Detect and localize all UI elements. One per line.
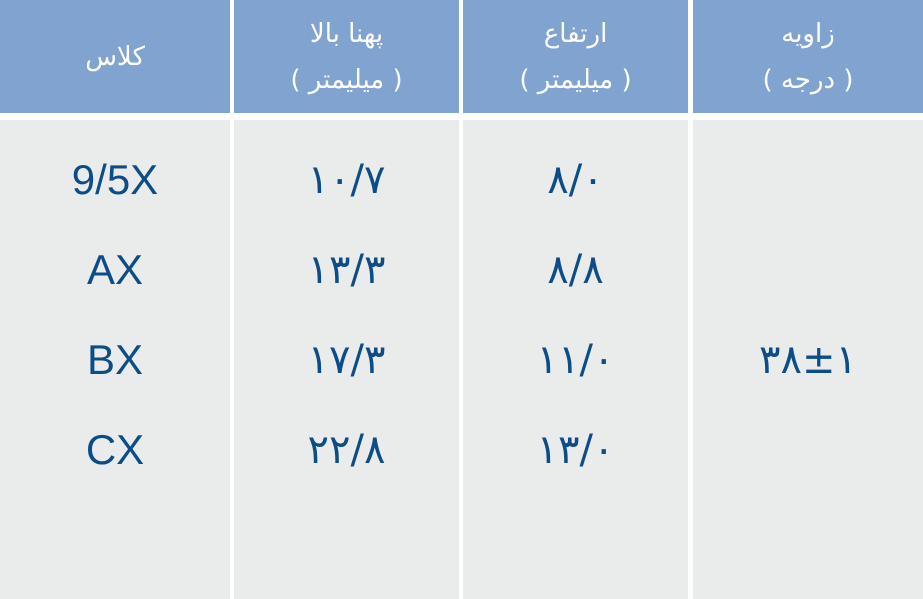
cell-height: ۸/۰ [547, 157, 604, 203]
header-unit: ( درجه ) [762, 64, 854, 95]
header-label: پهنا بالا [309, 18, 384, 49]
column-height: ارتفاع ( میلیمتر ) ۸/۰ ۸/۸ ۱۱/۰ ۱۳/۰ [463, 0, 688, 599]
header-unit: ( میلیمتر ) [519, 64, 632, 95]
header-width: پهنا بالا ( میلیمتر ) [234, 0, 459, 113]
header-angle: زاویه ( درجه ) [693, 0, 923, 113]
cell-width: ۱۳/۳ [307, 247, 386, 293]
column-class: کلاس 9/5X AX BX CX [0, 0, 230, 599]
header-height: ارتفاع ( میلیمتر ) [463, 0, 688, 113]
header-label: کلاس [85, 41, 145, 72]
header-label: زاویه [781, 18, 835, 49]
cell-class: 9/5X [71, 156, 159, 203]
column-width: پهنا بالا ( میلیمتر ) ۱۰/۷ ۱۳/۳ ۱۷/۳ ۲۲/۸ [234, 0, 459, 599]
cell-width: ۱۷/۳ [307, 337, 386, 383]
cell-class: CX [85, 426, 145, 473]
header-class: کلاس [0, 0, 230, 113]
cell-height: ۱۳/۰ [536, 427, 615, 473]
header-label: ارتفاع [543, 18, 608, 49]
cell-width: ۱۰/۷ [307, 157, 386, 203]
column-angle: زاویه ( درجه ) ۳۸±۱ [693, 0, 923, 599]
cell-width: ۲۲/۸ [307, 427, 386, 473]
cell-angle: ۳۸±۱ [759, 337, 857, 383]
cell-height: ۱۱/۰ [536, 337, 615, 383]
cell-class: AX [86, 246, 144, 293]
header-unit: ( میلیمتر ) [290, 64, 403, 95]
cell-height: ۸/۸ [547, 247, 604, 293]
cell-class: BX [86, 336, 144, 383]
